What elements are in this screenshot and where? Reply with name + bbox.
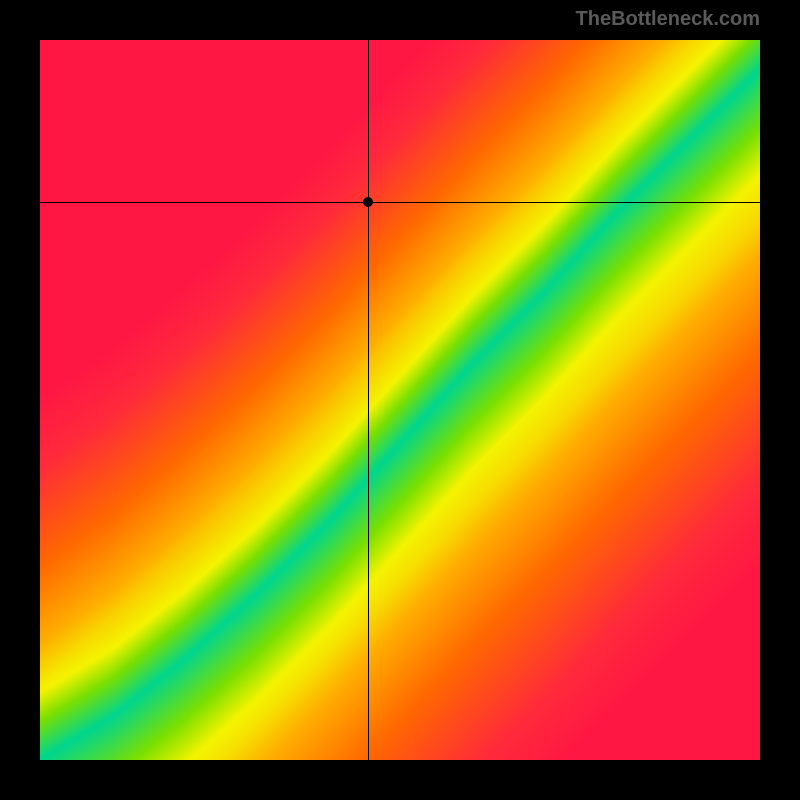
selection-marker — [363, 197, 373, 207]
crosshair-horizontal — [40, 202, 760, 203]
watermark-text: TheBottleneck.com — [576, 8, 760, 31]
heatmap-canvas — [40, 40, 760, 760]
crosshair-vertical — [368, 40, 369, 760]
heatmap-plot — [40, 40, 760, 760]
